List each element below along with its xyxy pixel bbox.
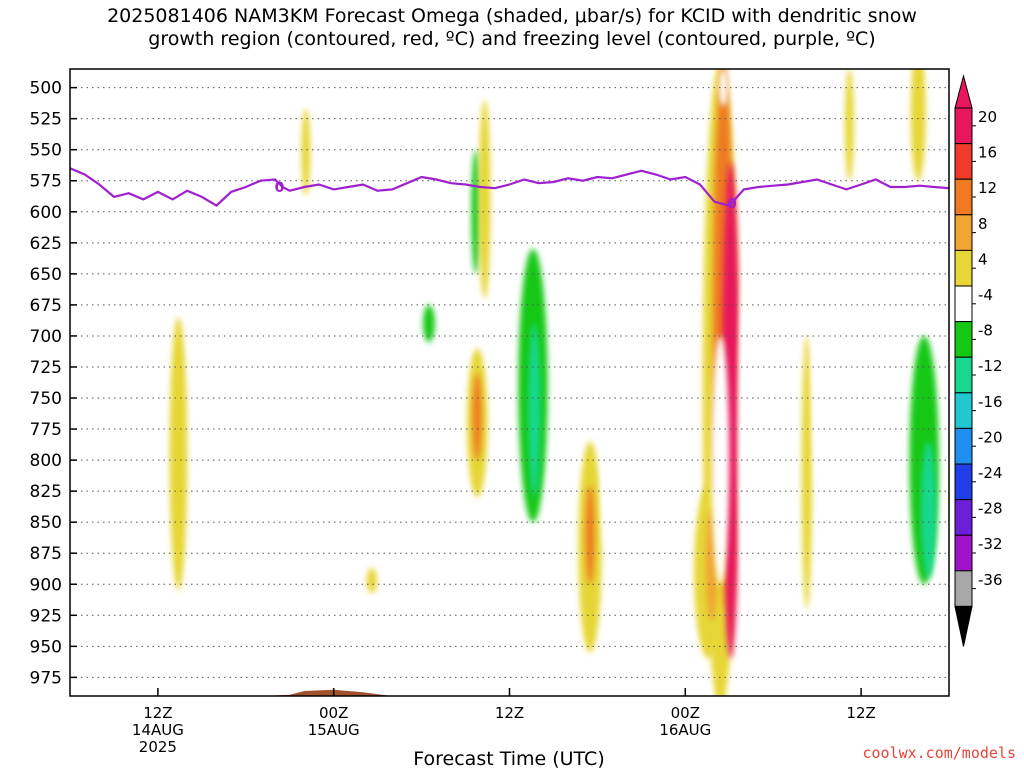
y-tick-label: 850 (30, 513, 62, 533)
omega-region-0 (169, 317, 188, 591)
x-tick-label: 00Z (319, 704, 348, 722)
omega-region-5 (379, 375, 391, 451)
y-tick-label: 725 (30, 358, 62, 378)
x-tick-label: 12Z (143, 704, 172, 722)
y-tick-label: 900 (30, 575, 62, 595)
freezing-level-contour: 00 (70, 167, 949, 212)
x-tick-label: 16AUG (659, 721, 711, 739)
colorbar-swatch (954, 499, 973, 536)
y-tick-label: 675 (30, 296, 62, 316)
omega-region-2 (366, 568, 377, 593)
colorbar-label: -20 (978, 428, 1003, 446)
colorbar: 20 16 12 8 4 -4 -8 -12 -16 -20 -24 -28 -32 -36 (954, 74, 1003, 647)
omega-region-30 (844, 69, 854, 181)
credit-text: coolwx.com/models (862, 744, 1016, 762)
omega-region-14 (563, 224, 582, 448)
omega-region-19 (681, 348, 687, 399)
colorbar-label: 12 (978, 179, 997, 197)
x-tick-label: 14AUG (132, 721, 184, 739)
omega-region-8 (478, 100, 491, 299)
freezing-level-line (70, 167, 949, 207)
colorbar-swatch (954, 534, 973, 572)
omega-region-18 (601, 435, 611, 548)
omega-region-29 (812, 224, 831, 498)
x-tick-label: 2025 (139, 738, 177, 756)
x-tick-label: 00Z (671, 704, 700, 722)
colorbar-label: -28 (978, 500, 1003, 518)
colorbar-swatch (954, 427, 973, 465)
y-axis: 500 525 550 575 600 625 650 675 700 725 750 775 800 8… (30, 79, 77, 688)
freezing-level-label-2: 0 (728, 197, 737, 212)
colorbar-label: 4 (978, 250, 988, 268)
y-tick-label: 950 (30, 637, 62, 657)
x-axis-label: Forecast Time (UTC) (413, 748, 604, 768)
y-tick-label: 925 (30, 606, 62, 626)
omega-region-10 (472, 373, 482, 461)
y-tick-label: 550 (30, 141, 62, 161)
colorbar-swatch (954, 143, 973, 180)
omega-region-34 (921, 441, 936, 579)
colorbar-label: -32 (978, 535, 1003, 553)
y-tick-label: 650 (30, 265, 62, 285)
colorbar-swatch (954, 392, 973, 429)
omega-region-1 (301, 108, 311, 196)
colorbar-label: -36 (978, 571, 1003, 589)
x-tick-label: 15AUG (308, 721, 360, 739)
colorbar-label: -16 (978, 393, 1003, 411)
colorbar-swatch (954, 249, 973, 287)
y-tick-label: 525 (30, 110, 62, 130)
colorbar-top-arrow (954, 74, 973, 109)
omega-region-15 (547, 447, 577, 572)
colorbar-label: -24 (978, 464, 1003, 482)
y-tick-label: 500 (30, 79, 62, 99)
y-tick-label: 975 (30, 668, 62, 688)
x-tick-label: 12Z (495, 704, 524, 722)
freezing-level-label: 0 (275, 180, 285, 196)
colorbar-label: -8 (978, 322, 993, 340)
y-tick-label: 575 (30, 172, 62, 192)
omega-region-27 (738, 273, 756, 597)
colorbar-swatch (954, 178, 973, 216)
grid (70, 87, 949, 678)
omega-region-4 (423, 304, 435, 343)
y-tick-label: 600 (30, 203, 62, 223)
y-tick-label: 875 (30, 544, 62, 564)
colorbar-swatch (954, 463, 973, 501)
colorbar-label: 16 (978, 144, 997, 162)
omega-region-25 (718, 69, 728, 107)
x-tick-label: 12Z (846, 704, 875, 722)
omega-region-31 (910, 69, 926, 181)
chart-title-line-2: growth region (contoured, red, ºC) and f… (148, 28, 876, 50)
colorbar-swatch (954, 285, 973, 323)
y-tick-label: 750 (30, 389, 62, 409)
colorbar-label: -4 (978, 286, 993, 304)
y-tick-label: 800 (30, 451, 62, 471)
y-tick-label: 625 (30, 234, 62, 254)
omega-region-13 (528, 323, 541, 498)
colorbar-label: 8 (978, 215, 988, 233)
omega-shading (169, 69, 944, 696)
colorbar-swatch (954, 321, 973, 358)
colorbar-swatch (954, 570, 973, 607)
y-tick-label: 700 (30, 327, 62, 347)
chart-title-line-1: 2025081406 NAM3KM Forecast Omega (shaded… (107, 5, 917, 27)
omega-region-28 (801, 335, 813, 610)
colorbar-swatch (954, 214, 973, 251)
colorbar-bottom-arrow (954, 605, 973, 647)
y-tick-label: 825 (30, 482, 62, 502)
omega-region-17 (585, 484, 595, 585)
colorbar-swatch (954, 107, 973, 145)
colorbar-label: -12 (978, 357, 1003, 375)
y-tick-label: 775 (30, 420, 62, 440)
colorbar-label: 20 (978, 108, 997, 126)
colorbar-swatch (954, 356, 973, 394)
